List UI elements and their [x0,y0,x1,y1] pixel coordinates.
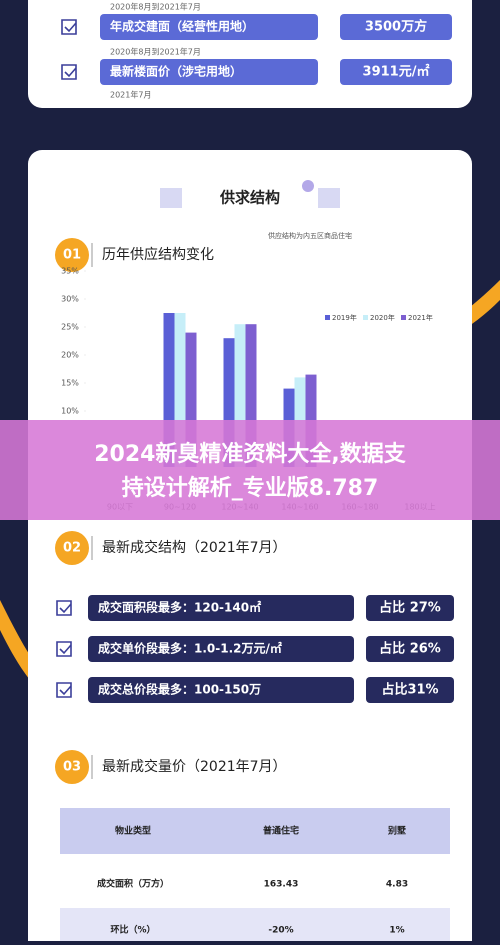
table-cell: 163.43 [264,880,299,890]
main-card [28,150,472,945]
banner-text: 2024新臭精准资料大全,数据支 [94,441,407,467]
legend-swatch [401,315,406,320]
value-pill [340,14,452,40]
table-cell: 成交面积（万方） [97,878,169,890]
value: 占比 26% [379,641,441,657]
legend-label: 2019年 [332,313,357,322]
label-pill [88,595,354,621]
bar [245,324,257,467]
value: 3500万方 [365,19,427,35]
table-cell: 4.83 [386,880,408,890]
value-pill [340,59,452,85]
number-badge [55,531,89,565]
number-badge [55,238,89,272]
value-pill [366,677,454,703]
decor-dots [160,180,340,208]
section-title: 历年供应结构变化 [102,246,214,263]
value: 3911元/㎡ [363,64,430,80]
bar [185,332,197,467]
label: 年成交建面（经营性用地） [110,19,254,34]
table-cell: -20% [268,926,293,936]
table-header: 普通住宅 [263,825,299,837]
y-tick-label: 30% [61,295,79,304]
label: 最新楼面价（涉宅用地） [110,64,242,79]
label-pill [100,59,318,85]
label-pill [88,677,354,703]
y-tick-label: 20% [61,351,79,360]
y-tick-label: 10% [61,407,79,416]
bar [174,313,186,467]
label: 成交面积段最多：120-140㎡ [98,600,261,615]
footnote: 2021年7月 [110,90,151,100]
legend-swatch [325,315,330,320]
label: 成交单价段最多：1.0-1.2万元/㎡ [98,641,282,656]
label-pill [88,636,354,662]
check-icon [61,19,77,35]
chart-subtitle: 供应结构为内五区商品住宅 [268,231,352,240]
check-icon [56,641,72,657]
number-badge [55,750,89,784]
table-cell: 环比（%） [110,924,155,936]
legend-swatch [363,315,368,320]
value-pill [366,595,454,621]
bar [234,324,246,467]
table-header-bg [60,808,450,854]
legend-label: 2020年 [370,313,395,322]
legend-label: 2021年 [408,313,433,322]
bar [223,338,235,467]
value: 占比31% [381,682,438,698]
table-header: 别墅 [387,825,406,837]
value-pill [366,636,454,662]
number: 02 [63,541,81,556]
y-tick-label: 15% [61,379,79,388]
bar [163,313,175,467]
table-cell: 1% [389,926,404,936]
y-tick-label: 35% [61,267,79,276]
banner-text: 持设计解析_专业版8.787 [122,475,379,501]
table-header: 物业类型 [115,825,151,837]
number: 01 [63,248,81,263]
banner [0,420,500,520]
section-title: 最新成交量价（2021年7月） [102,758,287,775]
label-pill [100,14,318,40]
label: 成交总价段最多：100-150万 [98,682,261,697]
y-tick-label: 25% [61,323,79,332]
period: 2020年8月到2021年7月 [110,47,201,57]
check-icon [56,600,72,616]
main-title: 供求结构 [219,189,280,207]
number: 03 [63,760,81,775]
value: 占比 27% [379,600,441,616]
section-title: 最新成交结构（2021年7月） [102,539,287,556]
check-icon [56,682,72,698]
check-icon [61,64,77,80]
period: 2020年8月到2021年7月 [110,2,201,12]
table-row-bg [60,908,450,945]
